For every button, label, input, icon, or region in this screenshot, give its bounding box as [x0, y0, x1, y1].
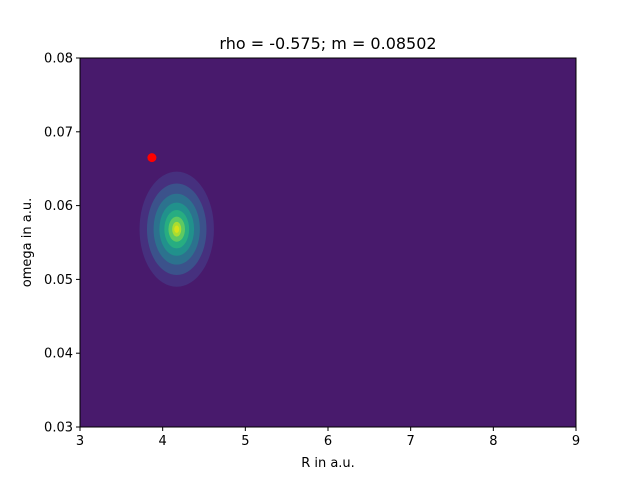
y-axis-label: omega in a.u.: [20, 198, 35, 287]
marker-layer: [147, 153, 157, 163]
x-tick-label: 8: [489, 434, 497, 449]
red-marker-point: [147, 153, 157, 163]
x-tick-label: 7: [407, 434, 415, 449]
x-tick-label: 4: [159, 434, 167, 449]
x-tick-label: 3: [76, 434, 84, 449]
y-tick-label: 0.08: [44, 52, 73, 67]
y-tick-label: 0.06: [44, 199, 73, 214]
y-tick-label: 0.03: [44, 421, 73, 436]
x-tick-label: 9: [572, 434, 580, 449]
x-tick-label: 6: [324, 434, 332, 449]
y-tick-label: 0.05: [44, 273, 73, 288]
x-axis-ticks: 3 4 5 6 7 8 9: [76, 427, 580, 449]
chart-title: rho = -0.575; m = 0.08502: [219, 34, 436, 53]
contour-level-8: [174, 225, 180, 233]
x-tick-label: 5: [241, 434, 249, 449]
y-tick-label: 0.07: [44, 125, 73, 140]
x-axis-label: R in a.u.: [301, 456, 355, 471]
contour-fills: [139, 171, 214, 287]
y-tick-label: 0.04: [44, 347, 73, 362]
y-axis-ticks: 0.03 0.04 0.05 0.06 0.07 0.08: [44, 52, 80, 436]
